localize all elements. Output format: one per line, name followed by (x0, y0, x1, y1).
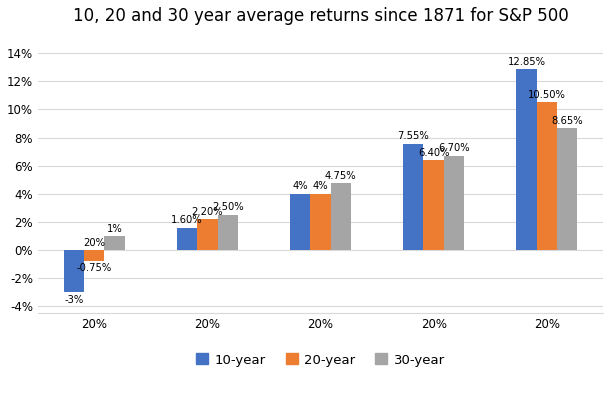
Bar (104, 236, 124, 250)
Legend: 10-year, 20-year, 30-year: 10-year, 20-year, 30-year (191, 348, 450, 372)
Text: 20%: 20% (83, 238, 105, 248)
Text: 4%: 4% (313, 181, 328, 192)
Title: 10, 20 and 30 year average returns since 1871 for S&P 500: 10, 20 and 30 year average returns since… (73, 7, 569, 25)
Text: 10.50%: 10.50% (528, 90, 565, 100)
Bar (290, 194, 310, 250)
Text: 6.70%: 6.70% (438, 143, 470, 153)
Text: 1.60%: 1.60% (171, 215, 203, 225)
Text: 2.50%: 2.50% (212, 203, 243, 212)
Bar (310, 194, 331, 250)
Bar (84, 250, 104, 261)
Text: 2.20%: 2.20% (192, 207, 223, 217)
Bar (516, 69, 537, 250)
Bar (557, 128, 578, 250)
Bar (403, 144, 423, 250)
Bar (423, 160, 444, 250)
Bar (444, 156, 464, 250)
Text: 4.75%: 4.75% (325, 171, 357, 181)
Bar (177, 228, 197, 250)
Text: 7.55%: 7.55% (397, 132, 429, 141)
Text: 12.85%: 12.85% (508, 57, 545, 67)
Bar (197, 219, 218, 250)
Bar (537, 102, 557, 250)
Text: 1%: 1% (107, 224, 123, 233)
Bar (218, 215, 238, 250)
Bar (331, 183, 351, 250)
Text: -0.75%: -0.75% (76, 263, 112, 273)
Text: -3%: -3% (64, 295, 84, 305)
Text: 8.65%: 8.65% (551, 116, 583, 126)
Text: 6.40%: 6.40% (418, 148, 450, 157)
Bar (63, 250, 84, 292)
Text: 4%: 4% (292, 181, 308, 192)
